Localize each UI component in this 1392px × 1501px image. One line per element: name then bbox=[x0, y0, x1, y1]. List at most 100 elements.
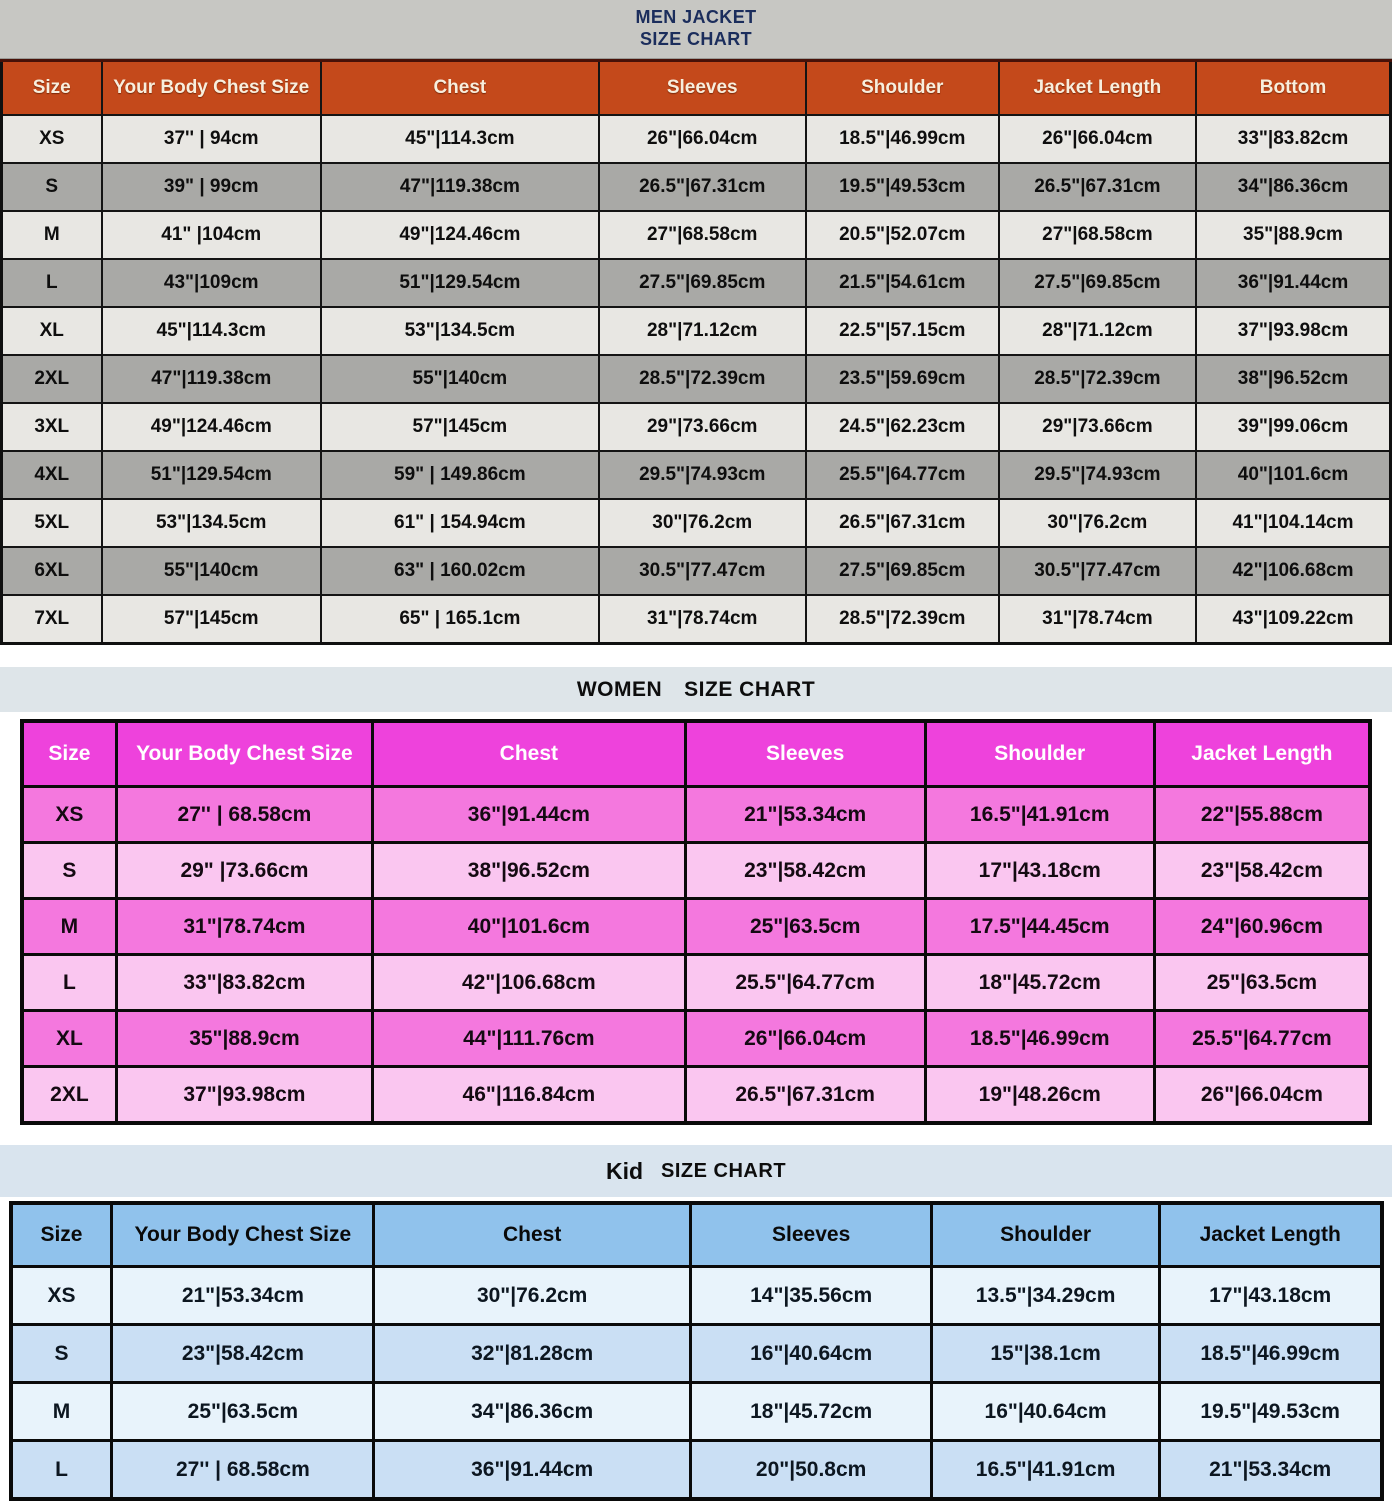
women-size-cell: S bbox=[20, 841, 118, 900]
men-table-row: 6XL 55"|140cm 63" | 160.02cm 30.5"|77.47cm 2… bbox=[0, 546, 1392, 596]
kid-column-header: Jacket Length bbox=[1157, 1201, 1384, 1268]
men-value-cell: 40"|101.6cm bbox=[1195, 450, 1392, 500]
kid-value-cell: 15"|38.1cm bbox=[930, 1323, 1161, 1384]
kid-size-cell: XS bbox=[8, 1265, 114, 1326]
women-column-header: Shoulder bbox=[923, 719, 1156, 788]
women-value-cell: 17"|43.18cm bbox=[923, 841, 1156, 900]
men-value-cell: 22.5"|57.15cm bbox=[804, 306, 1000, 356]
men-value-cell: 28"|71.12cm bbox=[997, 306, 1198, 356]
women-value-cell: 31"|78.74cm bbox=[114, 897, 374, 956]
kid-title-main: Kid bbox=[605, 1157, 644, 1184]
men-table-row: 2XL 47"|119.38cm 55"|140cm 28.5"|72.39cm 23.… bbox=[0, 354, 1392, 404]
men-value-cell: 34"|86.36cm bbox=[1195, 162, 1392, 212]
men-size-cell: 3XL bbox=[0, 402, 103, 452]
men-value-cell: 39"|99.06cm bbox=[1195, 402, 1392, 452]
kid-size-cell: M bbox=[8, 1381, 114, 1442]
kid-value-cell: 16"|40.64cm bbox=[688, 1323, 934, 1384]
women-value-cell: 33"|83.82cm bbox=[114, 953, 374, 1012]
women-value-cell: 17.5"|44.45cm bbox=[923, 897, 1156, 956]
women-value-cell: 36"|91.44cm bbox=[370, 785, 687, 844]
men-value-cell: 28.5"|72.39cm bbox=[597, 354, 807, 404]
men-table-row: XS 37'' | 94cm 45"|114.3cm 26"|66.04cm 18.5"… bbox=[0, 114, 1392, 164]
men-size-cell: S bbox=[0, 162, 103, 212]
men-column-header: Chest bbox=[319, 59, 600, 116]
men-value-cell: 55"|140cm bbox=[319, 354, 600, 404]
men-value-cell: 55"|140cm bbox=[100, 546, 322, 596]
men-value-cell: 33"|83.82cm bbox=[1195, 114, 1392, 164]
kid-table-row: M 25"|63.5cm 34"|86.36cm 18"|45.72cm 16"|40.… bbox=[8, 1381, 1384, 1442]
men-value-cell: 35"|88.9cm bbox=[1195, 210, 1392, 260]
women-value-cell: 18"|45.72cm bbox=[923, 953, 1156, 1012]
men-value-cell: 42"|106.68cm bbox=[1195, 546, 1392, 596]
men-value-cell: 47"|119.38cm bbox=[319, 162, 600, 212]
men-value-cell: 24.5"|62.23cm bbox=[804, 402, 1000, 452]
men-size-table: Size Your Body Chest Size Chest Sleeves Shou… bbox=[0, 59, 1392, 645]
men-value-cell: 26"|66.04cm bbox=[997, 114, 1198, 164]
men-value-cell: 59" | 149.86cm bbox=[319, 450, 600, 500]
men-value-cell: 29"|73.66cm bbox=[597, 402, 807, 452]
women-header-row: Size Your Body Chest Size Chest Sleeves Shou… bbox=[20, 719, 1372, 788]
men-value-cell: 63" | 160.02cm bbox=[319, 546, 600, 596]
kid-value-cell: 19.5"|49.53cm bbox=[1157, 1381, 1384, 1442]
women-table-row: L 33"|83.82cm 42"|106.68cm 25.5"|64.77cm 18"… bbox=[20, 953, 1372, 1012]
men-value-cell: 26"|66.04cm bbox=[597, 114, 807, 164]
women-table-row: 2XL 37"|93.98cm 46"|116.84cm 26.5"|67.31cm 1… bbox=[20, 1065, 1372, 1125]
men-size-cell: 6XL bbox=[0, 546, 103, 596]
men-value-cell: 49"|124.46cm bbox=[319, 210, 600, 260]
women-value-cell: 26.5"|67.31cm bbox=[683, 1065, 927, 1125]
men-value-cell: 47"|119.38cm bbox=[100, 354, 322, 404]
women-size-cell: M bbox=[20, 897, 118, 956]
men-value-cell: 36"|91.44cm bbox=[1195, 258, 1392, 308]
kid-table-row: L 27'' | 68.58cm 36"|91.44cm 20"|50.8cm 16.5… bbox=[8, 1439, 1384, 1501]
men-table-row: 7XL 57"|145cm 65" | 165.1cm 31"|78.74cm 28.5… bbox=[0, 594, 1392, 645]
men-value-cell: 37"|93.98cm bbox=[1195, 306, 1392, 356]
women-size-cell: XL bbox=[20, 1009, 118, 1068]
men-value-cell: 28.5"|72.39cm bbox=[804, 594, 1000, 645]
kid-value-cell: 30"|76.2cm bbox=[372, 1265, 692, 1326]
kid-column-header: Chest bbox=[372, 1201, 692, 1268]
women-column-header: Sleeves bbox=[683, 719, 927, 788]
women-value-cell: 16.5"|41.91cm bbox=[923, 785, 1156, 844]
men-section-title-band: MEN JACKET SIZE CHART bbox=[0, 0, 1392, 59]
men-value-cell: 45"|114.3cm bbox=[100, 306, 322, 356]
women-size-cell: L bbox=[20, 953, 118, 1012]
men-value-cell: 20.5"|52.07cm bbox=[804, 210, 1000, 260]
kid-value-cell: 18"|45.72cm bbox=[688, 1381, 934, 1442]
women-value-cell: 25"|63.5cm bbox=[1152, 953, 1372, 1012]
women-value-cell: 26"|66.04cm bbox=[1152, 1065, 1372, 1125]
kid-value-cell: 16.5"|41.91cm bbox=[930, 1439, 1161, 1501]
kid-value-cell: 16"|40.64cm bbox=[930, 1381, 1161, 1442]
men-value-cell: 30"|76.2cm bbox=[597, 498, 807, 548]
women-value-cell: 21"|53.34cm bbox=[683, 785, 927, 844]
men-value-cell: 29.5"|74.93cm bbox=[997, 450, 1198, 500]
men-value-cell: 41"|104.14cm bbox=[1195, 498, 1392, 548]
men-value-cell: 29"|73.66cm bbox=[997, 402, 1198, 452]
men-value-cell: 27.5"|69.85cm bbox=[597, 258, 807, 308]
men-value-cell: 31"|78.74cm bbox=[997, 594, 1198, 645]
kid-size-table: Size Your Body Chest Size Chest Sleeves Shou… bbox=[8, 1201, 1384, 1501]
women-size-table: Size Your Body Chest Size Chest Sleeves Shou… bbox=[20, 719, 1372, 1125]
men-value-cell: 26.5"|67.31cm bbox=[597, 162, 807, 212]
men-value-cell: 28.5"|72.39cm bbox=[997, 354, 1198, 404]
men-size-cell: M bbox=[0, 210, 103, 260]
women-value-cell: 22"|55.88cm bbox=[1152, 785, 1372, 844]
men-column-header: Size bbox=[0, 59, 103, 116]
men-table-row: XL 45"|114.3cm 53"|134.5cm 28"|71.12cm 22.5"… bbox=[0, 306, 1392, 356]
men-table-row: M 41" |104cm 49"|124.46cm 27"|68.58cm 20.5"|… bbox=[0, 210, 1392, 260]
men-column-header: Sleeves bbox=[597, 59, 807, 116]
men-value-cell: 30"|76.2cm bbox=[997, 498, 1198, 548]
women-value-cell: 18.5"|46.99cm bbox=[923, 1009, 1156, 1068]
women-value-cell: 29" |73.66cm bbox=[114, 841, 374, 900]
men-value-cell: 30.5"|77.47cm bbox=[597, 546, 807, 596]
men-table-row: 5XL 53"|134.5cm 61" | 154.94cm 30"|76.2cm 26… bbox=[0, 498, 1392, 548]
kid-section-title-band: Kid SIZE CHART bbox=[0, 1145, 1392, 1197]
women-value-cell: 38"|96.52cm bbox=[370, 841, 687, 900]
men-value-cell: 27"|68.58cm bbox=[997, 210, 1198, 260]
men-value-cell: 23.5"|59.69cm bbox=[804, 354, 1000, 404]
men-value-cell: 43"|109.22cm bbox=[1195, 594, 1392, 645]
kid-value-cell: 25"|63.5cm bbox=[110, 1381, 376, 1442]
men-value-cell: 51"|129.54cm bbox=[100, 450, 322, 500]
men-value-cell: 61" | 154.94cm bbox=[319, 498, 600, 548]
men-value-cell: 43"|109cm bbox=[100, 258, 322, 308]
men-size-cell: 4XL bbox=[0, 450, 103, 500]
